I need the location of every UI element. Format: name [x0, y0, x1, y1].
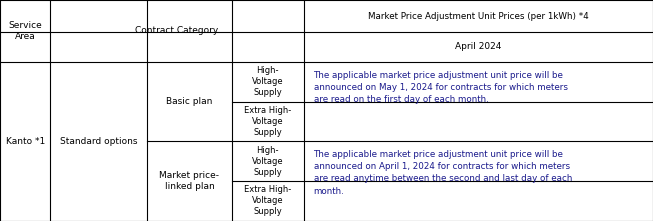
Text: Extra High-
Voltage
Supply: Extra High- Voltage Supply	[244, 106, 291, 137]
Text: High-
Voltage
Supply: High- Voltage Supply	[252, 66, 283, 97]
Text: The applicable market price adjustment unit price will be
announced on April 1, : The applicable market price adjustment u…	[313, 150, 572, 196]
Text: Kanto *1: Kanto *1	[6, 137, 45, 146]
Text: Market price-
linked plan: Market price- linked plan	[159, 171, 219, 191]
Text: The applicable market price adjustment unit price will be
announced on May 1, 20: The applicable market price adjustment u…	[313, 71, 567, 104]
Text: Contract Category: Contract Category	[135, 26, 219, 35]
Text: Market Price Adjustment Unit Prices (per 1kWh) *4: Market Price Adjustment Unit Prices (per…	[368, 11, 589, 21]
Text: Service
Area: Service Area	[8, 21, 42, 41]
Text: April 2024: April 2024	[455, 42, 502, 51]
Text: Standard options: Standard options	[60, 137, 138, 146]
Text: High-
Voltage
Supply: High- Voltage Supply	[252, 145, 283, 177]
Text: Extra High-
Voltage
Supply: Extra High- Voltage Supply	[244, 185, 291, 216]
Text: Basic plan: Basic plan	[167, 97, 213, 106]
